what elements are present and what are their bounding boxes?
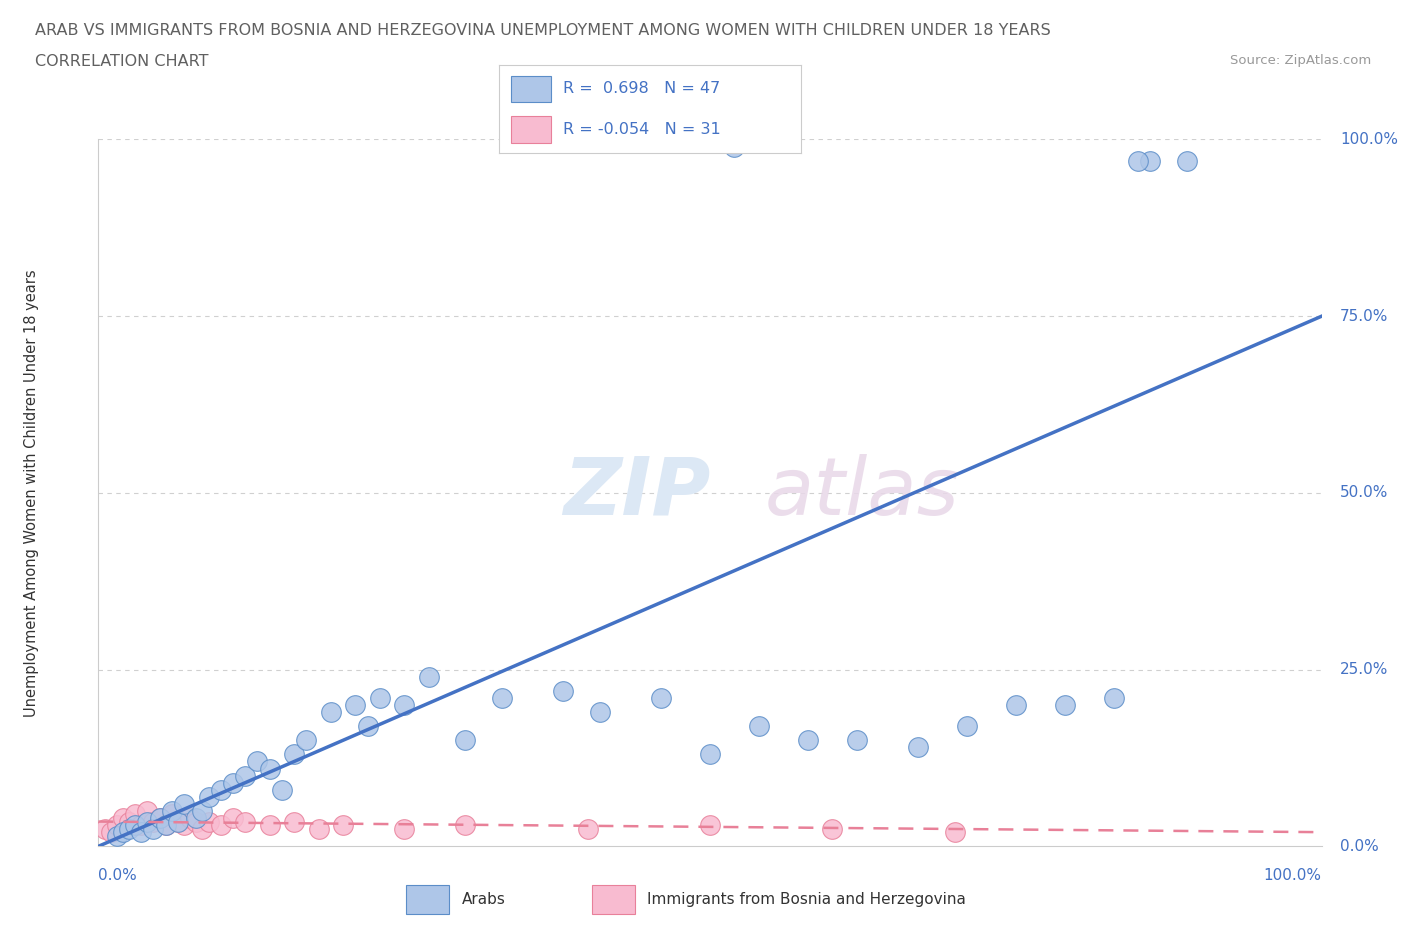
Point: [160, 807, 183, 822]
Point: [129, 825, 152, 840]
Point: [270, 782, 294, 797]
Point: [149, 811, 172, 826]
Point: [356, 719, 378, 734]
Point: [191, 804, 214, 818]
Point: [1053, 698, 1076, 712]
Point: [142, 821, 165, 836]
Bar: [512, 75, 551, 102]
Point: [197, 790, 219, 804]
Point: [295, 733, 318, 748]
Point: [129, 817, 152, 832]
Point: [956, 719, 979, 734]
Point: [124, 807, 146, 822]
Point: [723, 140, 745, 154]
Point: [650, 690, 672, 705]
Point: [797, 733, 820, 748]
Point: [1139, 153, 1161, 168]
Point: [344, 698, 367, 712]
Point: [1175, 153, 1198, 168]
Point: [589, 705, 612, 720]
Point: [418, 670, 440, 684]
Point: [246, 754, 269, 769]
Point: [907, 740, 929, 755]
Point: [332, 817, 354, 832]
Point: [100, 825, 122, 840]
Point: [699, 817, 721, 832]
Text: atlas: atlas: [765, 454, 960, 532]
Point: [209, 782, 232, 797]
Point: [392, 821, 416, 836]
Point: [118, 814, 141, 829]
Text: ZIP: ZIP: [564, 454, 710, 532]
Point: [821, 821, 844, 836]
Point: [173, 796, 195, 811]
Text: Immigrants from Bosnia and Herzegovina: Immigrants from Bosnia and Herzegovina: [647, 892, 966, 908]
Bar: [592, 885, 636, 914]
Point: [454, 733, 477, 748]
Point: [142, 814, 165, 829]
Bar: [406, 885, 450, 914]
Point: [186, 814, 208, 829]
Point: [136, 804, 159, 818]
Text: Arabs: Arabs: [461, 892, 506, 908]
Point: [222, 776, 245, 790]
Point: [1102, 690, 1125, 705]
Text: 100.0%: 100.0%: [1264, 868, 1322, 883]
Point: [186, 811, 208, 826]
Point: [283, 747, 305, 762]
Point: [105, 817, 128, 832]
Text: Unemployment Among Women with Children Under 18 years: Unemployment Among Women with Children U…: [24, 269, 38, 717]
Point: [748, 719, 770, 734]
Point: [233, 814, 256, 829]
Text: 75.0%: 75.0%: [1340, 309, 1388, 324]
Point: [167, 814, 190, 829]
Text: 50.0%: 50.0%: [1340, 485, 1388, 500]
Point: [111, 825, 134, 840]
Point: [699, 747, 721, 762]
Point: [319, 705, 342, 720]
Point: [1128, 153, 1150, 168]
Point: [454, 817, 477, 832]
Point: [155, 817, 177, 832]
Point: [308, 821, 330, 836]
Text: R = -0.054   N = 31: R = -0.054 N = 31: [562, 122, 720, 137]
Text: ARAB VS IMMIGRANTS FROM BOSNIA AND HERZEGOVINA UNEMPLOYMENT AMONG WOMEN WITH CHI: ARAB VS IMMIGRANTS FROM BOSNIA AND HERZE…: [35, 23, 1050, 38]
Point: [553, 684, 575, 698]
Point: [197, 814, 219, 829]
Point: [259, 817, 281, 832]
Point: [209, 817, 232, 832]
Point: [191, 821, 214, 836]
Text: 25.0%: 25.0%: [1340, 662, 1388, 677]
Point: [283, 814, 305, 829]
Point: [105, 829, 128, 844]
Point: [259, 761, 281, 776]
Point: [124, 817, 146, 832]
Point: [233, 768, 256, 783]
Text: 0.0%: 0.0%: [1340, 839, 1379, 854]
Text: 0.0%: 0.0%: [98, 868, 138, 883]
Point: [845, 733, 868, 748]
Point: [491, 690, 513, 705]
Point: [111, 811, 134, 826]
Text: R =  0.698   N = 47: R = 0.698 N = 47: [562, 82, 720, 97]
Point: [173, 817, 195, 832]
Point: [179, 811, 201, 826]
Point: [576, 821, 599, 836]
Point: [149, 811, 172, 826]
Point: [1004, 698, 1026, 712]
Text: CORRELATION CHART: CORRELATION CHART: [35, 54, 208, 69]
Bar: [512, 116, 551, 143]
Point: [93, 821, 115, 836]
Text: 100.0%: 100.0%: [1340, 132, 1398, 147]
Point: [222, 811, 245, 826]
Text: Source: ZipAtlas.com: Source: ZipAtlas.com: [1230, 54, 1371, 67]
Point: [392, 698, 416, 712]
Point: [155, 817, 177, 832]
Point: [118, 821, 141, 836]
Point: [160, 804, 183, 818]
Point: [136, 814, 159, 829]
Point: [368, 690, 391, 705]
Point: [943, 825, 966, 840]
Point: [167, 814, 190, 829]
